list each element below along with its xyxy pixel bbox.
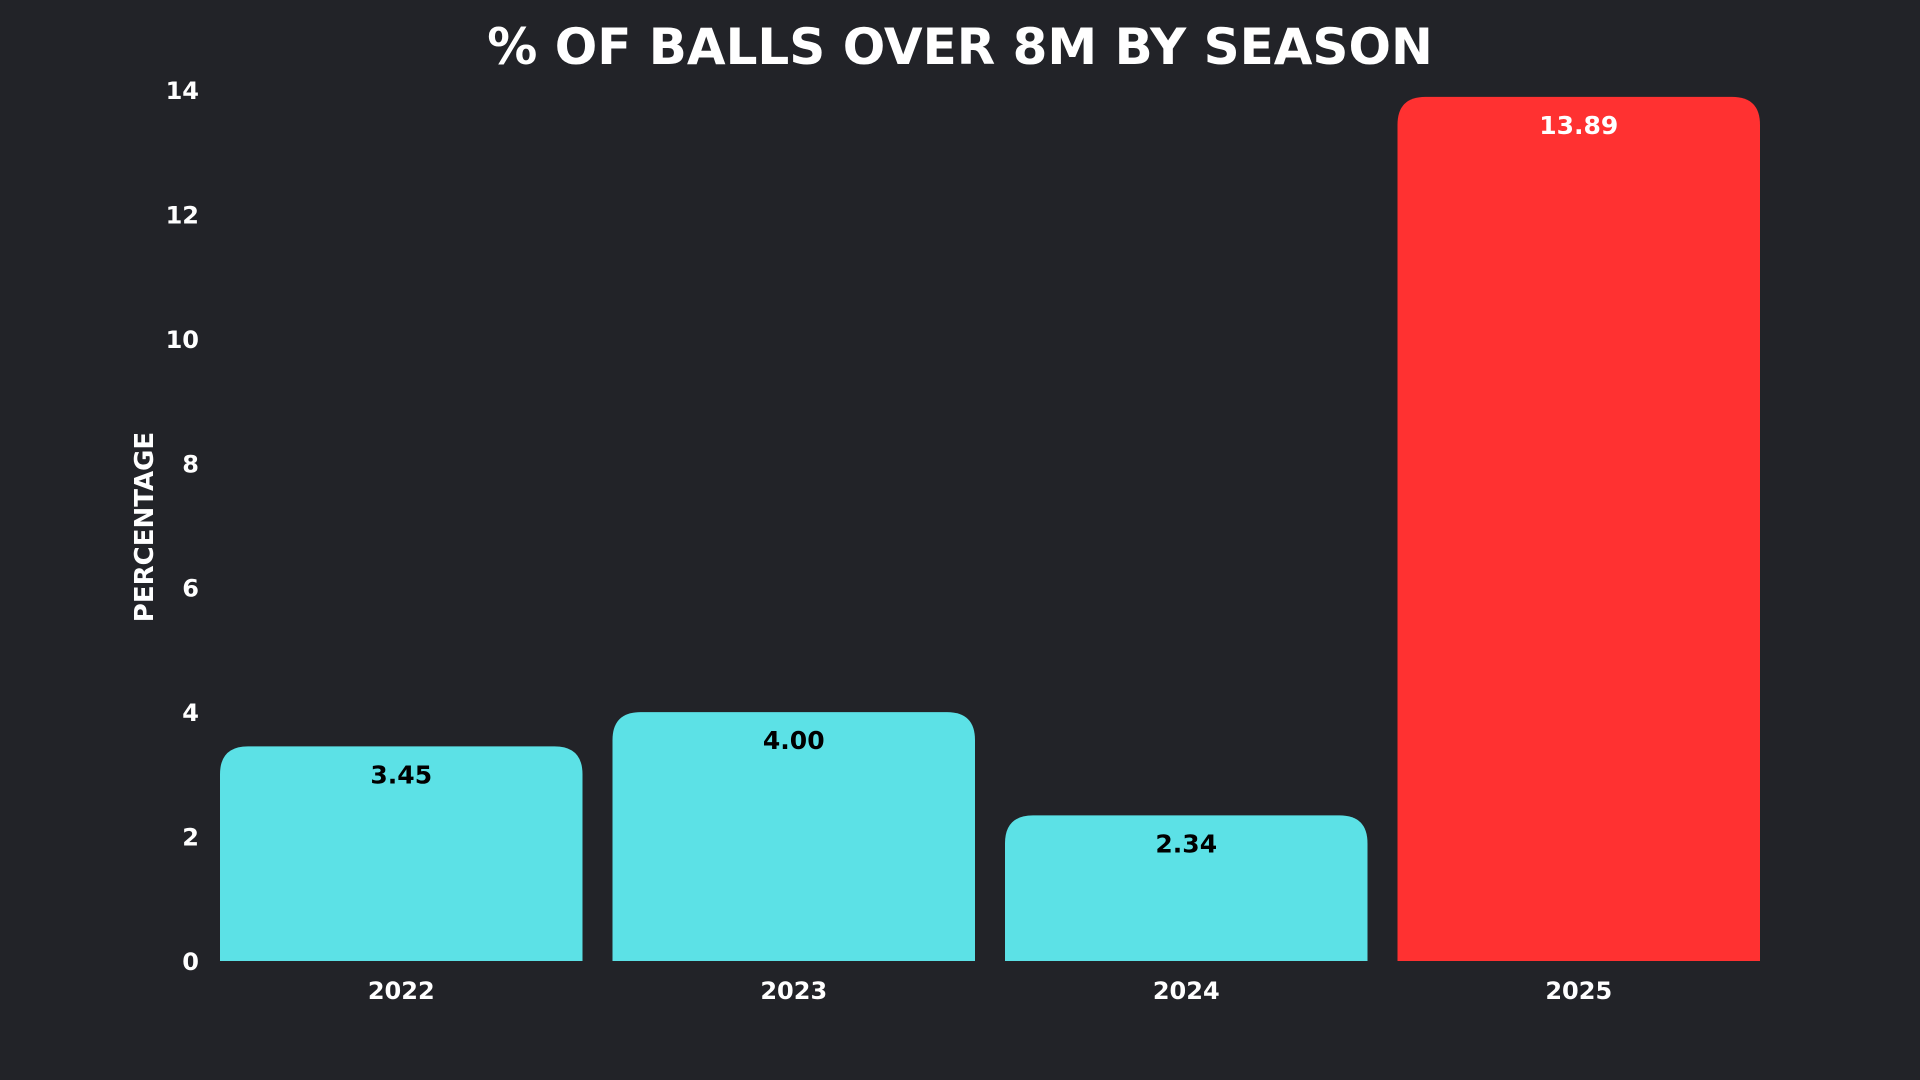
bar-2025 [1397,96,1760,962]
bar-value-label: 3.45 [370,760,432,789]
bar-value-label: 4.00 [763,726,825,755]
y-axis-ticks: 0 2 4 6 8 10 12 14 [166,77,199,976]
bar-2022 [220,746,583,961]
x-tick-label: 2022 [368,977,435,1005]
y-tick-label: 4 [182,699,199,727]
bar-2024 [1005,815,1368,961]
x-tick-label: 2023 [760,977,827,1005]
bar-value-label: 2.34 [1155,829,1217,858]
y-tick-label: 14 [166,77,199,105]
y-tick-label: 10 [166,326,199,354]
bar-2023 [612,712,975,961]
y-tick-label: 2 [182,824,199,852]
bars-group: 3.45 4.00 2.34 13.89 [220,96,1760,962]
x-tick-label: 2025 [1545,977,1612,1005]
bar-value-label: 13.89 [1539,111,1618,140]
x-tick-label: 2024 [1153,977,1220,1005]
y-tick-label: 8 [182,450,199,478]
chart-title: % OF BALLS OVER 8M BY SEASON [487,18,1433,76]
y-tick-label: 0 [182,948,199,976]
y-axis-label: PERCENTAGE [130,432,160,622]
y-tick-label: 12 [166,201,199,229]
x-axis-ticks: 2022 2023 2024 2025 [368,977,1612,1005]
y-tick-label: 6 [182,575,199,603]
